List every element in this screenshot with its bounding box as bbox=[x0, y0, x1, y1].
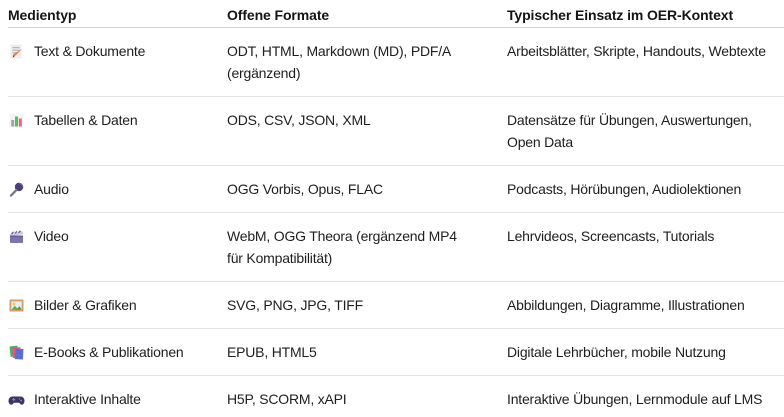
cell-formate: ODS, CSV, JSON, XML bbox=[227, 97, 507, 165]
einsatz-line: Digitale Lehrbücher, mobile Nutzung bbox=[507, 344, 726, 360]
medientyp-label: E-Books & Publikationen bbox=[34, 344, 184, 360]
cell-medientyp: Audio bbox=[8, 166, 227, 212]
formate-line: OGG Vorbis, Opus, FLAC bbox=[227, 181, 383, 197]
cell-medientyp: Bilder & Grafiken bbox=[8, 282, 227, 328]
table-row: Text & Dokumente ODT, HTML, Markdown (MD… bbox=[8, 28, 784, 97]
einsatz-line: Interaktive Übungen, Lernmodule auf LMS bbox=[507, 391, 763, 407]
cell-einsatz: Podcasts, Hörübungen, Audiolektionen bbox=[507, 166, 784, 212]
cell-medientyp: Interaktive Inhalte bbox=[8, 376, 227, 417]
medientyp-label: Bilder & Grafiken bbox=[34, 297, 137, 313]
cell-einsatz: Lehrvideos, Screencasts, Tutorials bbox=[507, 213, 784, 281]
formate-line: ODS, CSV, JSON, XML bbox=[227, 112, 371, 128]
cell-einsatz: Digitale Lehrbücher, mobile Nutzung bbox=[507, 329, 784, 375]
cell-formate: ODT, HTML, Markdown (MD), PDF/A (ergänze… bbox=[227, 28, 507, 96]
cell-formate: H5P, SCORM, xAPI bbox=[227, 376, 507, 417]
formate-line: SVG, PNG, JPG, TIFF bbox=[227, 297, 363, 313]
cell-medientyp: Tabellen & Daten bbox=[8, 97, 227, 165]
cell-formate: OGG Vorbis, Opus, FLAC bbox=[227, 166, 507, 212]
formate-line: WebM, OGG Theora (ergänzend MP4 bbox=[227, 228, 457, 244]
clapper-board-icon bbox=[8, 228, 25, 245]
einsatz-line: Datensätze für Übungen, Auswertungen, bbox=[507, 112, 752, 128]
table-row: Video WebM, OGG Theora (ergänzend MP4 fü… bbox=[8, 213, 784, 282]
table-row: Tabellen & Daten ODS, CSV, JSON, XML Dat… bbox=[8, 97, 784, 166]
table-row: Audio OGG Vorbis, Opus, FLAC Podcasts, H… bbox=[8, 166, 784, 213]
einsatz-line: Lehrvideos, Screencasts, Tutorials bbox=[507, 228, 715, 244]
table-header-row: Medientyp Offene Formate Typischer Einsa… bbox=[8, 0, 784, 28]
cell-formate: WebM, OGG Theora (ergänzend MP4 für Komp… bbox=[227, 213, 507, 281]
memo-icon bbox=[8, 43, 25, 60]
medientyp-label: Tabellen & Daten bbox=[34, 112, 138, 128]
header-offene-formate: Offene Formate bbox=[227, 7, 330, 23]
formate-line: ODT, HTML, Markdown (MD), PDF/A bbox=[227, 43, 452, 59]
bar-chart-icon bbox=[8, 112, 25, 129]
cell-einsatz: Interaktive Übungen, Lernmodule auf LMS bbox=[507, 376, 784, 417]
table-row: Interaktive Inhalte H5P, SCORM, xAPI Int… bbox=[8, 376, 784, 417]
media-formats-table: Medientyp Offene Formate Typischer Einsa… bbox=[8, 0, 784, 417]
einsatz-line: Open Data bbox=[507, 134, 573, 150]
medientyp-label: Interaktive Inhalte bbox=[34, 391, 141, 407]
cell-medientyp: E-Books & Publikationen bbox=[8, 329, 227, 375]
formate-line: (ergänzend) bbox=[227, 65, 301, 81]
formate-line: H5P, SCORM, xAPI bbox=[227, 391, 347, 407]
medientyp-label: Audio bbox=[34, 181, 69, 197]
medientyp-label: Video bbox=[34, 228, 69, 244]
cell-formate: EPUB, HTML5 bbox=[227, 329, 507, 375]
einsatz-line: Abbildungen, Diagramme, Illustrationen bbox=[507, 297, 745, 313]
microphone-icon bbox=[8, 181, 25, 198]
header-medientyp: Medientyp bbox=[8, 7, 77, 23]
cell-formate: SVG, PNG, JPG, TIFF bbox=[227, 282, 507, 328]
framed-picture-icon bbox=[8, 297, 25, 314]
cell-einsatz: Abbildungen, Diagramme, Illustrationen bbox=[507, 282, 784, 328]
formate-line: für Kompatibilität) bbox=[227, 250, 333, 266]
cell-medientyp: Text & Dokumente bbox=[8, 28, 227, 96]
header-einsatz-oer: Typischer Einsatz im OER-Kontext bbox=[507, 7, 734, 23]
einsatz-line: Arbeitsblätter, Skripte, Handouts, Webte… bbox=[507, 43, 766, 59]
cell-medientyp: Video bbox=[8, 213, 227, 281]
medientyp-label: Text & Dokumente bbox=[34, 43, 146, 59]
formate-line: EPUB, HTML5 bbox=[227, 344, 317, 360]
einsatz-line: Podcasts, Hörübungen, Audiolektionen bbox=[507, 181, 742, 197]
table-row: Bilder & Grafiken SVG, PNG, JPG, TIFF Ab… bbox=[8, 282, 784, 329]
books-icon bbox=[8, 344, 25, 361]
game-controller-icon bbox=[8, 391, 25, 408]
table-row: E-Books & Publikationen EPUB, HTML5 Digi… bbox=[8, 329, 784, 376]
cell-einsatz: Datensätze für Übungen, Auswertungen, Op… bbox=[507, 97, 784, 165]
cell-einsatz: Arbeitsblätter, Skripte, Handouts, Webte… bbox=[507, 28, 784, 96]
